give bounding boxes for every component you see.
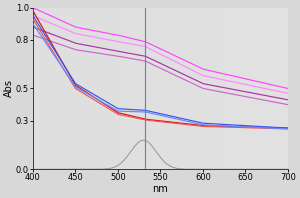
Y-axis label: Abs: Abs: [4, 79, 14, 97]
X-axis label: nm: nm: [153, 184, 168, 194]
